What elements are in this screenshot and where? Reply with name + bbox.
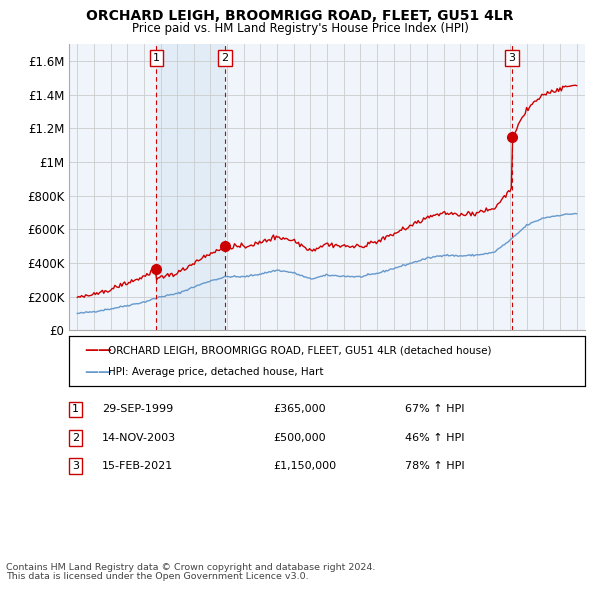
Text: 46% ↑ HPI: 46% ↑ HPI <box>405 433 464 442</box>
Text: £500,000: £500,000 <box>273 433 326 442</box>
Text: 3: 3 <box>72 461 79 471</box>
Text: 1: 1 <box>153 53 160 63</box>
Bar <box>157 44 225 330</box>
Text: Contains HM Land Registry data © Crown copyright and database right 2024.: Contains HM Land Registry data © Crown c… <box>6 563 376 572</box>
Text: 2: 2 <box>72 433 79 442</box>
Text: ——: —— <box>84 343 112 358</box>
Text: This data is licensed under the Open Government Licence v3.0.: This data is licensed under the Open Gov… <box>6 572 308 581</box>
Text: 67% ↑ HPI: 67% ↑ HPI <box>405 405 464 414</box>
Text: 78% ↑ HPI: 78% ↑ HPI <box>405 461 464 471</box>
Text: ——: —— <box>84 365 112 379</box>
Text: £365,000: £365,000 <box>273 405 326 414</box>
Text: HPI: Average price, detached house, Hart: HPI: Average price, detached house, Hart <box>108 368 323 378</box>
Text: 2: 2 <box>221 53 229 63</box>
Text: ORCHARD LEIGH, BROOMRIGG ROAD, FLEET, GU51 4LR: ORCHARD LEIGH, BROOMRIGG ROAD, FLEET, GU… <box>86 9 514 23</box>
Text: ORCHARD LEIGH, BROOMRIGG ROAD, FLEET, GU51 4LR (detached house): ORCHARD LEIGH, BROOMRIGG ROAD, FLEET, GU… <box>108 345 491 355</box>
Text: £1,150,000: £1,150,000 <box>273 461 336 471</box>
Text: 1: 1 <box>72 405 79 414</box>
Text: 15-FEB-2021: 15-FEB-2021 <box>102 461 173 471</box>
Text: 3: 3 <box>509 53 515 63</box>
Text: 14-NOV-2003: 14-NOV-2003 <box>102 433 176 442</box>
Text: 29-SEP-1999: 29-SEP-1999 <box>102 405 173 414</box>
Text: Price paid vs. HM Land Registry's House Price Index (HPI): Price paid vs. HM Land Registry's House … <box>131 22 469 35</box>
